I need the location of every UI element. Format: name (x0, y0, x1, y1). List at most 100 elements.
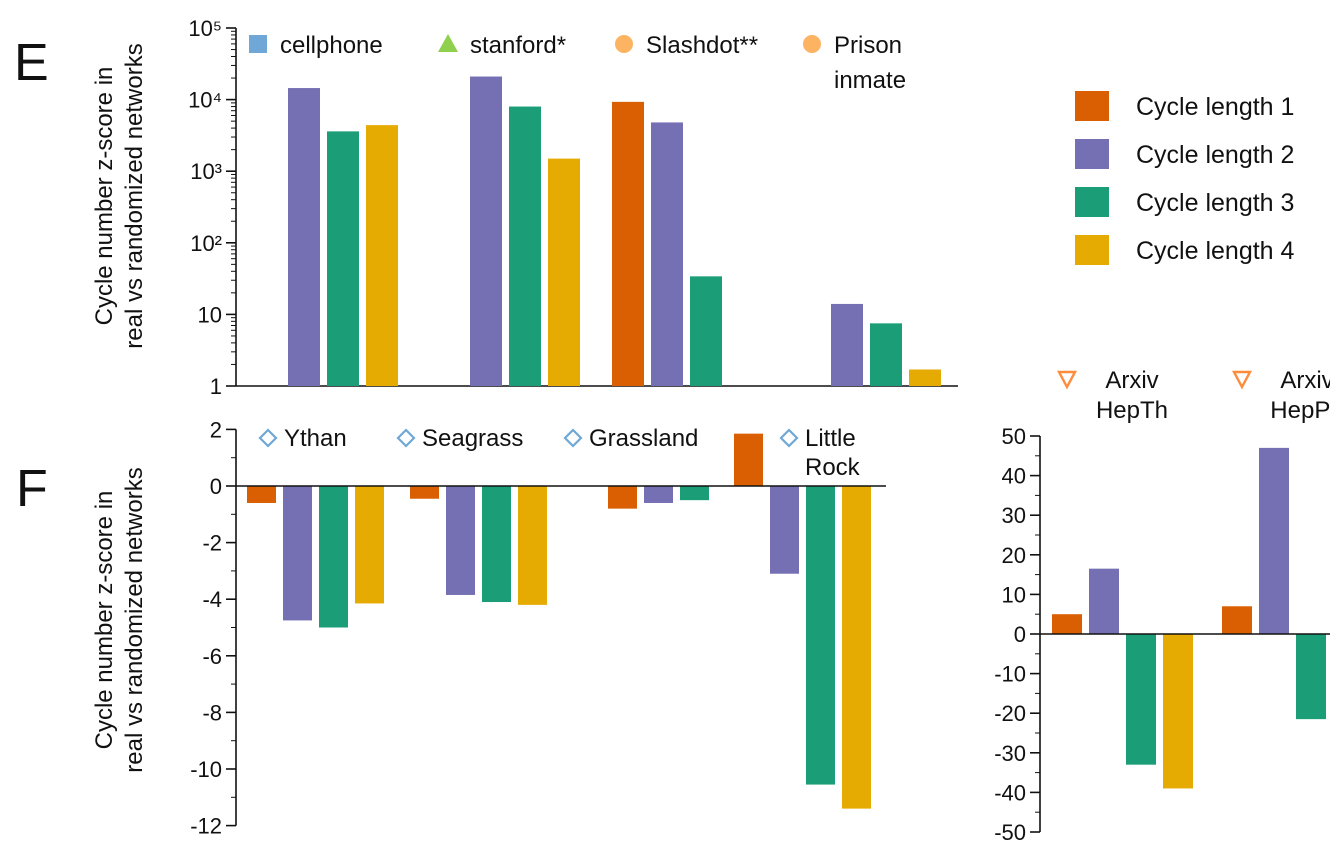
panel-fr-bar (1259, 447, 1289, 634)
panel-e-bar (327, 131, 359, 386)
panel-f-bar (482, 486, 511, 603)
panel-f-bar (734, 433, 763, 486)
panel-f-ylabel: Cycle number z-score in real vs randomiz… (91, 467, 148, 772)
panel-f-right-chart: 50 40 30 20 10 0 -10 -20 -30 -40 -50 Arxiv HepTh Arxi… (994, 367, 1330, 841)
legend-swatch (1075, 235, 1109, 265)
panel-e-group-label: cellphone (280, 32, 383, 59)
panel-f-chart: 2 0 -2 -4 -6 -8 -10 -12 Ythan Seagrass Grassland Li… (190, 417, 886, 839)
panel-f-tick-label: -10 (190, 757, 222, 782)
panel-fr-group-label: HepTh (1096, 397, 1168, 424)
panel-e-group-label: Slashdot** (646, 32, 758, 59)
panel-e-bar (470, 76, 502, 386)
legend-label: Cycle length 2 (1136, 141, 1294, 169)
panel-e-tick-label: 10² (190, 231, 222, 256)
panel-fr-group-label: HepPh (1270, 397, 1330, 424)
panel-f-tick-label: -4 (202, 587, 222, 612)
panel-label-e: E (14, 34, 49, 92)
panel-fr-tick-label: 20 (1002, 543, 1026, 568)
panel-label-f: F (16, 460, 48, 518)
panel-e-bar (288, 88, 320, 386)
panel-e-bar (690, 276, 722, 386)
legend-swatch (1075, 91, 1109, 121)
panel-f-group-label: Grassland (589, 425, 698, 452)
panel-f-bar (842, 486, 871, 809)
panel-f-tick-label: -6 (202, 644, 222, 669)
legend-label: Cycle length 4 (1136, 237, 1295, 265)
panel-fr-group-label: Arxiv (1280, 367, 1330, 394)
panel-f-bar (283, 486, 312, 621)
panel-f-tick-label: 0 (210, 474, 222, 499)
legend-label: Cycle length 1 (1136, 93, 1294, 121)
panel-fr-tick-label: -40 (994, 780, 1026, 805)
panel-fr-tick-label: 40 (1002, 464, 1026, 489)
panel-e-ylabel-line2: real vs randomized networks (121, 43, 148, 348)
panel-f-tick-label: -12 (190, 814, 222, 839)
panel-f-group-marker-icon (258, 428, 278, 448)
panel-e-bar (909, 369, 941, 386)
panel-e-ylabel: Cycle number z-score in real vs randomiz… (91, 43, 148, 348)
panel-f-tick-label: 2 (210, 417, 222, 442)
panel-e-group-label: inmate (834, 67, 906, 94)
panel-f-tick-label: -2 (202, 531, 222, 556)
panel-f-ylabel-line1: Cycle number z-score in (91, 491, 118, 750)
panel-fr-group-label: Arxiv (1105, 367, 1158, 394)
panel-fr-tick-label: 50 (1002, 424, 1026, 449)
panel-e-group-marker-icon (803, 35, 821, 53)
legend-swatch (1075, 139, 1109, 169)
panel-f-bar (355, 486, 384, 604)
panel-f-bar (770, 486, 799, 574)
panel-e-tick-label: 10³ (190, 159, 222, 184)
panel-e-group-marker-icon (615, 35, 633, 53)
legend-swatch (1075, 187, 1109, 217)
panel-f-bar (446, 486, 475, 595)
panel-e-chart: 1 10 10² 10³ 10⁴ 10⁵ cellphone stanford* Slashdo… (188, 16, 958, 399)
panel-fr-tick-label: 0 (1014, 622, 1026, 647)
panel-f-bar (680, 486, 709, 501)
panel-fr-tick-label: -30 (994, 741, 1026, 766)
panel-f-bar (319, 486, 348, 628)
panel-fr-bar (1126, 634, 1156, 765)
panel-e-tick-label: 10⁵ (188, 16, 222, 41)
panel-fr-group-marker-icon (1232, 370, 1252, 390)
panel-f-group-label: Little (805, 425, 856, 452)
panel-e-tick-label: 10 (198, 302, 222, 327)
panel-fr-bar (1052, 614, 1082, 634)
panel-f-group-marker-icon (563, 428, 583, 448)
panel-e-tick-label: 10⁴ (188, 88, 222, 113)
panel-f-group-marker-icon (779, 428, 799, 448)
panel-e-group-marker-icon (249, 35, 267, 53)
panel-f-bar (644, 486, 673, 503)
panel-e-bar (509, 106, 541, 386)
panel-fr-bar (1296, 634, 1326, 720)
legend-label: Cycle length 3 (1136, 189, 1294, 217)
panel-f-group-label: Seagrass (422, 425, 523, 452)
panel-e-group-marker-icon (438, 34, 458, 52)
panel-fr-bar (1222, 606, 1252, 634)
panel-e-tick-label: 1 (210, 374, 222, 399)
panel-f-ylabel-line2: real vs randomized networks (121, 467, 148, 772)
panel-e-bar (612, 101, 644, 386)
panel-fr-tick-label: -50 (994, 820, 1026, 841)
cycle-length-legend: Cycle length 1 Cycle length 2 Cycle length… (1075, 91, 1295, 265)
panel-f-group-marker-icon (396, 428, 416, 448)
panel-f-bar (410, 486, 439, 499)
panel-fr-tick-label: 10 (1002, 582, 1026, 607)
panel-fr-tick-label: -10 (994, 662, 1026, 687)
panel-e-bar (651, 122, 683, 386)
panel-e-bar (548, 158, 580, 386)
panel-fr-bar (1089, 568, 1119, 634)
panel-f-bar (247, 486, 276, 503)
panel-f-bar (806, 486, 835, 785)
panel-fr-group-marker-icon (1057, 370, 1077, 390)
panel-fr-tick-label: 30 (1002, 503, 1026, 528)
panel-e-bar (831, 303, 863, 386)
panel-e-group-label: stanford* (470, 32, 566, 59)
panel-e-group-label: Prison (834, 32, 902, 59)
panel-f-bar (608, 486, 637, 509)
panel-fr-bar (1163, 634, 1193, 789)
panel-f-group-label: Rock (805, 454, 861, 481)
panel-f-tick-label: -8 (202, 700, 222, 725)
panel-f-group-label: Ythan (284, 425, 347, 452)
panel-e-ylabel-line1: Cycle number z-score in (91, 67, 118, 326)
